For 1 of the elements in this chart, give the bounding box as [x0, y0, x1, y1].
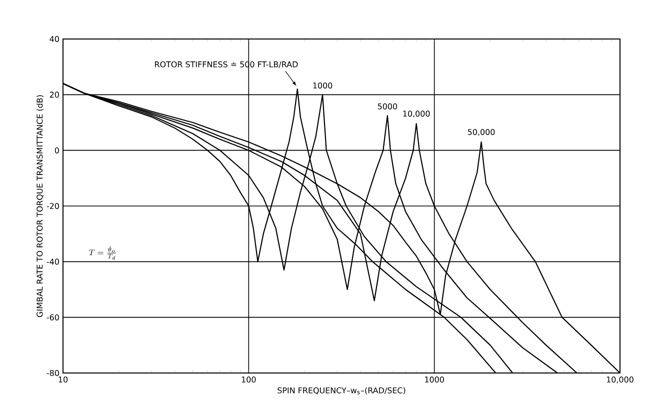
annotation: $T = \frac{\dot{\theta}_o}{T_d}$	[89, 246, 116, 260]
